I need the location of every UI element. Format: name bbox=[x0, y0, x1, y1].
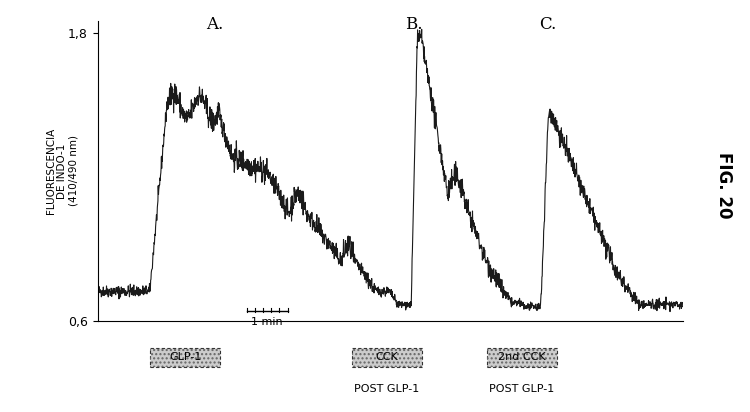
Text: FIG. 20: FIG. 20 bbox=[715, 152, 733, 219]
FancyBboxPatch shape bbox=[150, 348, 220, 367]
Text: CCK: CCK bbox=[376, 352, 398, 363]
Text: GLP-1: GLP-1 bbox=[169, 352, 202, 363]
FancyBboxPatch shape bbox=[487, 348, 556, 367]
Y-axis label: FLUORESCENCIA
DE INDO-1
(410/490 nm): FLUORESCENCIA DE INDO-1 (410/490 nm) bbox=[46, 128, 79, 214]
Text: 2nd CCK: 2nd CCK bbox=[498, 352, 545, 363]
Text: A.: A. bbox=[206, 16, 224, 33]
Text: B.: B. bbox=[405, 16, 422, 33]
Text: POST GLP-1: POST GLP-1 bbox=[355, 384, 420, 394]
Text: 1 min: 1 min bbox=[251, 316, 283, 327]
FancyBboxPatch shape bbox=[352, 348, 422, 367]
Text: POST GLP-1: POST GLP-1 bbox=[489, 384, 554, 394]
Text: C.: C. bbox=[539, 16, 556, 33]
